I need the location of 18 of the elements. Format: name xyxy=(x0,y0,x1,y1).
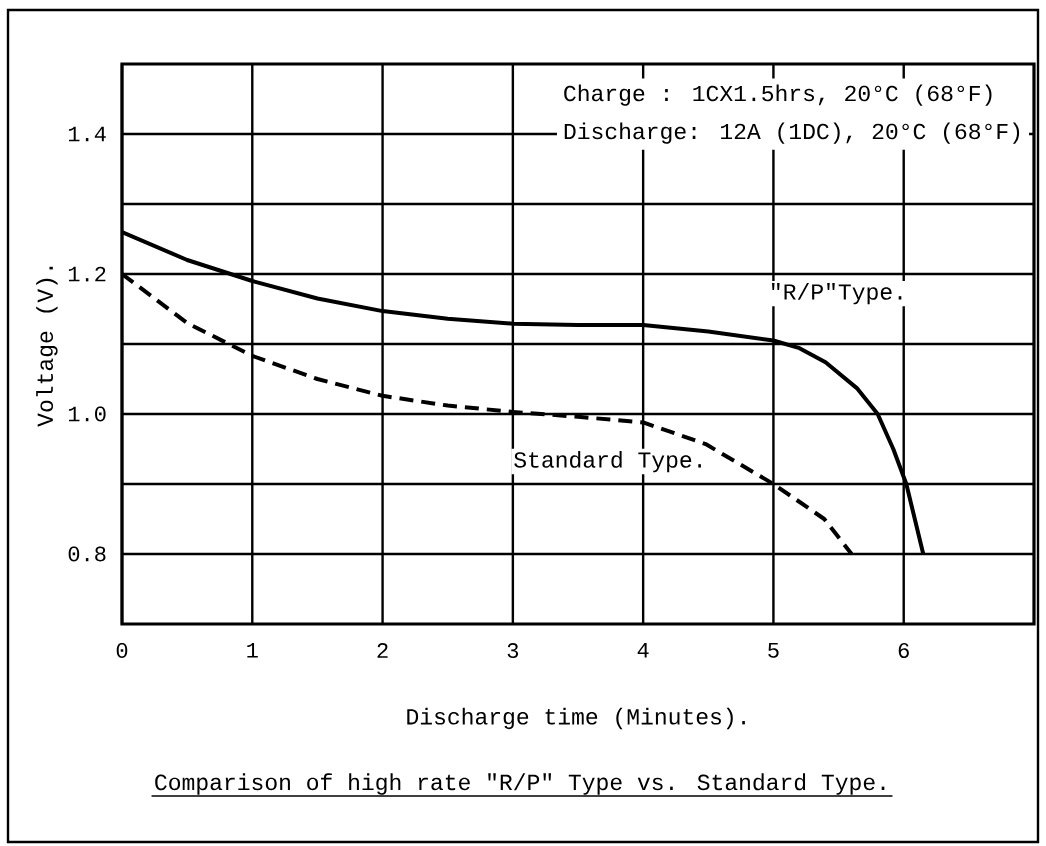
y-tick-label: 1.0 xyxy=(68,406,106,422)
x-tick-label: 5 xyxy=(768,643,779,658)
annotation: Discharge: 12A (1DC), 20°C (68°F) xyxy=(564,122,1020,144)
y-tick-label: 1.2 xyxy=(68,266,106,282)
x-axis-title: Discharge time (Minutes). xyxy=(407,707,745,730)
y-tick-label: 0.8 xyxy=(68,546,106,562)
series-label: Standard Type. xyxy=(514,450,701,473)
x-tick-label: 3 xyxy=(507,643,519,658)
y-tick-label: 1.4 xyxy=(68,126,106,142)
x-tick-label: 2 xyxy=(377,643,388,658)
x-tick-label: 1 xyxy=(247,643,258,658)
y-axis-title: Voltage (V). xyxy=(36,266,58,427)
text: Comparison of high rate "R/P" Type vs. Standard Type. xyxy=(155,773,885,795)
annotation: Charge : 1CX1.5hrs, 20°C (68°F) xyxy=(564,84,992,106)
series-label: "R/P"Type. xyxy=(772,282,902,305)
x-tick-label: 4 xyxy=(637,643,649,658)
x-tick-label: 6 xyxy=(898,643,909,658)
x-tick-label: 0 xyxy=(116,643,128,658)
